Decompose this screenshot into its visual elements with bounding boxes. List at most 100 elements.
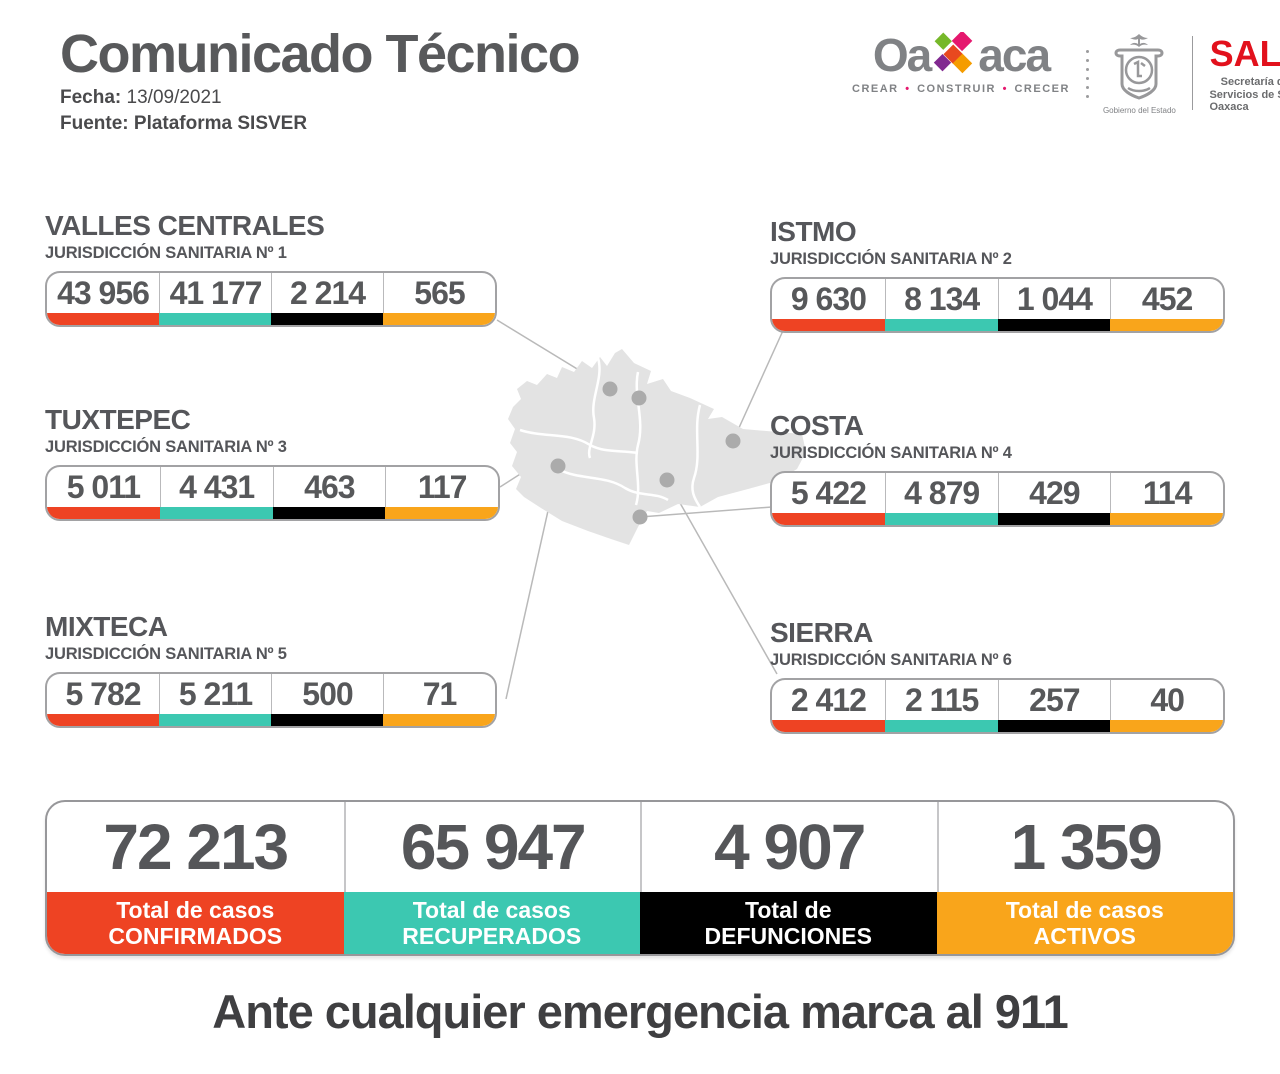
oaxaca-text-prefix: Oa <box>872 29 932 81</box>
active-strip <box>1110 513 1223 525</box>
date-value: 13/09/2021 <box>126 86 222 108</box>
label-line2: RECUPERADOS <box>402 923 582 949</box>
active-value: 114 <box>1110 473 1223 513</box>
connector-mixteca <box>505 465 559 700</box>
confirmed-strip <box>47 507 160 519</box>
active-strip <box>383 313 495 325</box>
confirmed-strip <box>772 720 885 732</box>
recovered-value: 4 879 <box>884 473 998 513</box>
source-line: Fuente: Plataforma SISVER <box>60 112 579 135</box>
connector-tuxtepec <box>499 397 640 488</box>
total-deaths: 4 907 Total de DEFUNCIONES <box>640 802 937 954</box>
label-line2: CONFIRMADOS <box>108 923 283 949</box>
confirmed-value: 5 422 <box>790 474 867 511</box>
recovered-cell: 5 211 <box>159 674 271 726</box>
region-jurisdiction: JURISDICCIÓN SANITARIA Nº 6 <box>770 651 1012 669</box>
confirmed-value: 5 011 <box>66 468 141 505</box>
tagline-word: CREAR <box>852 83 899 95</box>
salud-title: SALUD <box>1209 33 1280 74</box>
region-jurisdiction: JURISDICCIÓN SANITARIA Nº 1 <box>45 244 287 262</box>
connector-valles-centrales <box>496 319 611 390</box>
dot-valles-centrales <box>602 381 618 397</box>
recovered-strip <box>159 714 271 726</box>
active-value: 40 <box>1110 680 1223 720</box>
deaths-value: 463 <box>272 467 386 507</box>
dot-costa <box>632 509 648 525</box>
deaths-cell: 1 044 <box>997 279 1111 331</box>
region-stat-box: 2 412 2 115 257 40 <box>770 678 1225 734</box>
recovered-value: 41 177 <box>159 273 271 313</box>
total-recovered-value: 65 947 <box>343 802 641 892</box>
total-active-label: Total de casos ACTIVOS <box>936 892 1233 954</box>
tagline-word: CRECER <box>1014 83 1070 95</box>
recovered-value: 5 211 <box>159 674 271 714</box>
confirmed-value: 9 630 <box>790 280 867 317</box>
confirmed-value: 43 956 <box>57 274 150 311</box>
active-strip <box>383 714 495 726</box>
source-value: Plataforma SISVER <box>133 112 308 134</box>
page-title: Comunicado Técnico <box>60 24 581 84</box>
active-strip <box>385 507 498 519</box>
active-strip <box>1110 720 1223 732</box>
deaths-value: 1 044 <box>997 279 1111 319</box>
active-cell: 114 <box>1110 473 1223 525</box>
confirmed-value: 2 412 <box>790 681 867 718</box>
region-jurisdiction: JURISDICCIÓN SANITARIA Nº 3 <box>45 438 287 456</box>
confirmed-value: 5 782 <box>65 675 141 712</box>
salud-subtitle-2: Servicios de Salud de Oaxaca <box>1209 89 1280 113</box>
deaths-strip <box>271 714 383 726</box>
header: Comunicado Técnico Fecha: 13/09/2021 Fue… <box>60 24 581 135</box>
active-cell: 452 <box>1110 279 1223 331</box>
deaths-cell: 257 <box>997 680 1111 732</box>
confirmed-cell: 5 782 <box>47 674 159 726</box>
label-line2: DEFUNCIONES <box>704 923 872 949</box>
emergency-message: Ante cualquier emergencia marca al 911 <box>212 985 1068 1038</box>
region-stat-box: 5 011 4 431 463 117 <box>45 465 500 521</box>
label-line1: Total de casos <box>1005 896 1164 923</box>
gobierno-crest: Gobierno del Estado <box>1103 32 1176 115</box>
region-stat-box: 9 630 8 134 1 044 452 <box>770 277 1225 333</box>
region-costa: COSTA JURISDICCIÓN SANITARIA Nº 4 5 422 … <box>770 412 1225 527</box>
label-line1: Total de casos <box>412 896 571 923</box>
active-value: 71 <box>383 674 495 714</box>
salud-logo: SALUD Secretaría de Salud Servicios de S… <box>1209 33 1280 114</box>
oaxaca-wordmark: Oa aca <box>872 29 1051 81</box>
total-deaths-label: Total de DEFUNCIONES <box>640 892 937 954</box>
active-value: 117 <box>385 467 498 507</box>
deaths-cell: 500 <box>271 674 383 726</box>
active-value: 452 <box>1110 279 1223 319</box>
tagline-word: CONSTRUIR <box>917 83 996 95</box>
total-active: 1 359 Total de casos ACTIVOS <box>936 802 1233 954</box>
region-dots <box>550 381 741 525</box>
region-name: COSTA <box>770 410 864 441</box>
active-cell: 565 <box>383 273 495 325</box>
state-crest-icon <box>1114 34 1164 100</box>
recovered-strip <box>884 319 998 331</box>
oaxaca-logo: Oa aca CREAR • CONSTRUIR • CRECER <box>852 32 1070 95</box>
gobierno-caption: Gobierno del Estado <box>1102 106 1176 115</box>
region-stat-box: 43 956 41 177 2 214 565 <box>45 271 497 327</box>
jurisdiction-borders <box>519 357 702 508</box>
deaths-value: 257 <box>997 680 1111 720</box>
label-line2: ACTIVOS <box>1033 923 1136 949</box>
confirmed-strip <box>47 313 159 325</box>
confirmed-cell: 9 630 <box>772 279 885 331</box>
dot-tuxtepec <box>631 390 647 406</box>
region-jurisdiction: JURISDICCIÓN SANITARIA Nº 4 <box>770 444 1012 462</box>
region-stat-box: 5 422 4 879 429 114 <box>770 471 1225 527</box>
deaths-value: 429 <box>997 473 1111 513</box>
total-confirmed-value: 72 213 <box>103 811 289 883</box>
recovered-strip <box>159 313 271 325</box>
deaths-cell: 2 214 <box>271 273 383 325</box>
region-istmo: ISTMO JURISDICCIÓN SANITARIA Nº 2 9 630 … <box>770 218 1225 333</box>
vertical-divider <box>1191 36 1194 110</box>
region-name: VALLES CENTRALES <box>45 210 325 241</box>
source-label: Fuente: <box>60 112 129 134</box>
region-valles-centrales: VALLES CENTRALES JURISDICCIÓN SANITARIA … <box>45 212 497 327</box>
confirmed-cell: 5 422 <box>772 473 885 525</box>
oaxaca-text-suffix: aca <box>978 29 1051 81</box>
salud-subtitle-1: Secretaría de Salud <box>1220 76 1280 88</box>
deaths-strip <box>997 319 1111 331</box>
active-cell: 117 <box>385 467 498 519</box>
